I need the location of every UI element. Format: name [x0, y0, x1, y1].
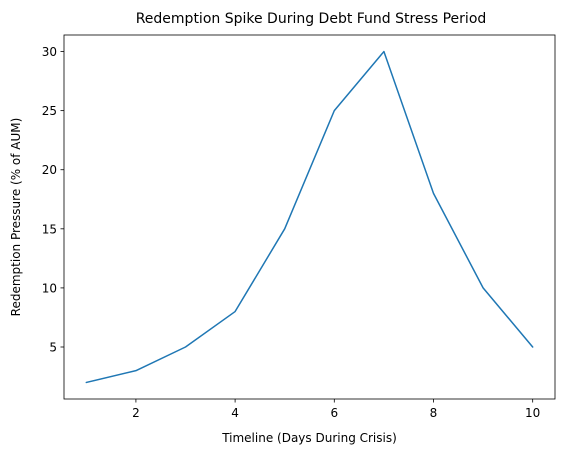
x-axis-label: Timeline (Days During Crisis) [221, 431, 397, 445]
x-tick-label: 4 [231, 406, 239, 420]
plot-frame [63, 34, 556, 400]
series-line [85, 50, 534, 384]
x-tick-label: 10 [525, 406, 540, 420]
y-tick-label: 5 [49, 341, 57, 355]
y-axis-ticks: 5 10 15 20 25 30 [42, 45, 64, 355]
y-tick-label: 10 [42, 281, 57, 295]
y-tick-label: 30 [42, 45, 57, 59]
x-tick-label: 8 [430, 406, 438, 420]
x-tick-label: 6 [330, 406, 338, 420]
chart-title: Redemption Spike During Debt Fund Stress… [136, 11, 487, 27]
y-axis-label: Redemption Pressure (% of AUM) [9, 118, 23, 317]
y-tick-label: 25 [42, 104, 57, 118]
y-tick-label: 15 [42, 222, 57, 236]
x-axis-ticks: 2 4 6 8 10 [132, 399, 540, 420]
y-tick-label: 20 [42, 163, 57, 177]
x-tick-label: 2 [132, 406, 140, 420]
